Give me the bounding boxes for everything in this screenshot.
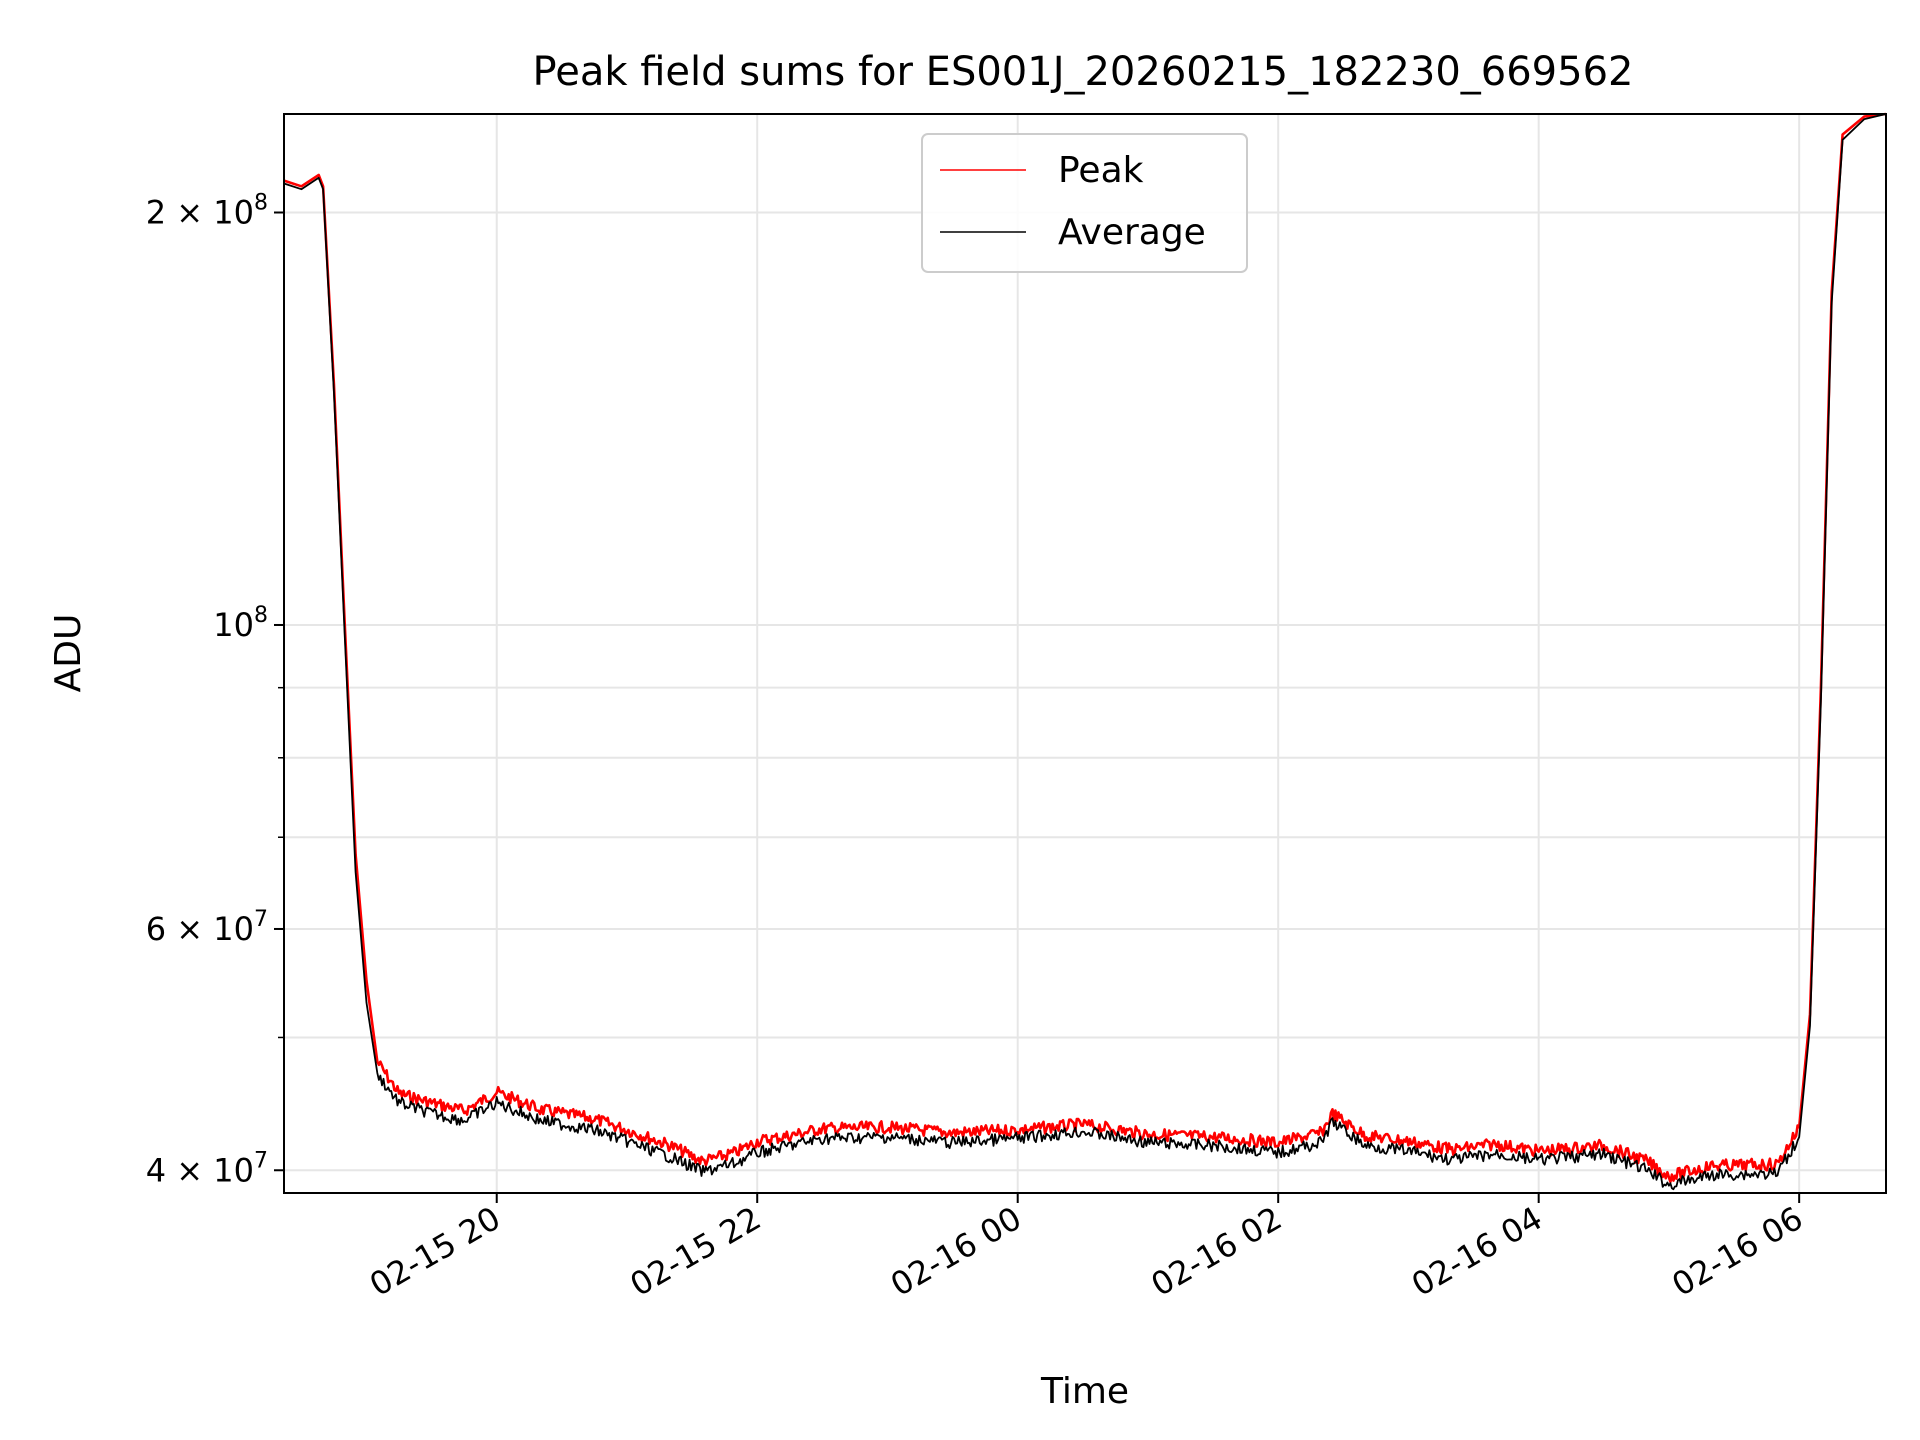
- y-axis-label: ADU: [48, 614, 89, 693]
- series-layer: [283, 112, 1887, 1191]
- legend-label-peak: Peak: [1058, 150, 1144, 191]
- y-tick-label: 4 × 107: [146, 1148, 268, 1189]
- series-line-peak: [283, 112, 1887, 1184]
- legend: Peak Average: [921, 133, 1248, 273]
- series-line-average: [283, 113, 1887, 1191]
- y-axis: 4 × 107 6 × 107 108 2 × 108: [146, 190, 284, 1189]
- grid: [284, 114, 1886, 1193]
- plot-frame: [283, 113, 1887, 1194]
- y-tick-label: 6 × 107: [146, 907, 268, 948]
- y-tick-label: 2 × 108: [146, 190, 268, 231]
- x-axis-label: Time: [1040, 1371, 1129, 1412]
- chart-title: Peak field sums for ES001J_20260215_1822…: [533, 49, 1634, 95]
- y-tick-label: 108: [213, 603, 268, 644]
- legend-label-average: Average: [1058, 212, 1206, 253]
- legend-box: [921, 133, 1248, 273]
